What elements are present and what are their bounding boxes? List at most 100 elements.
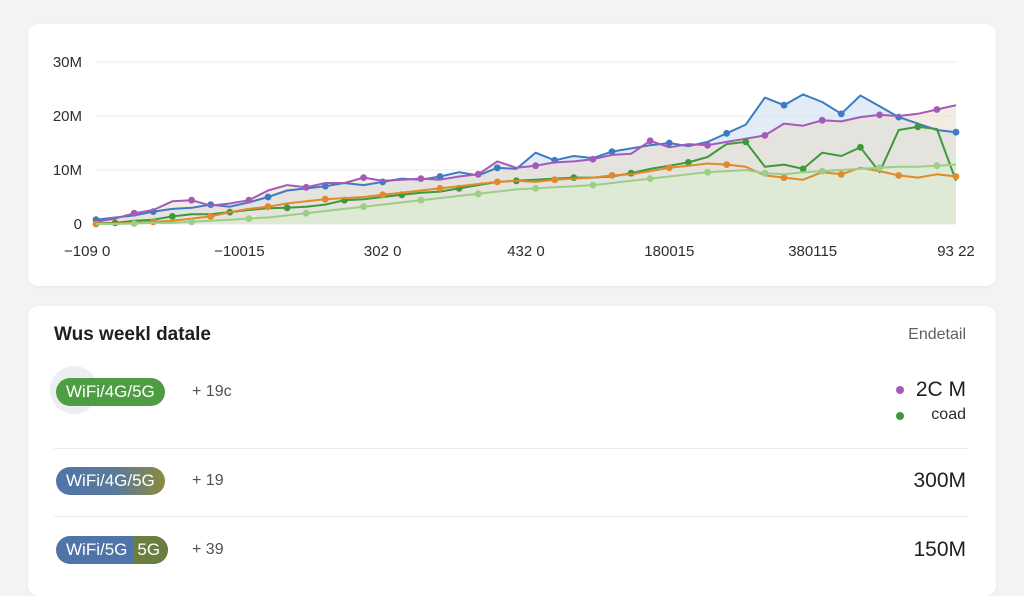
data-point xyxy=(742,138,750,146)
row-divider xyxy=(54,448,968,449)
data-point xyxy=(895,172,903,179)
data-point xyxy=(646,137,654,145)
series-line-orange xyxy=(95,162,957,225)
data-point xyxy=(876,164,883,172)
chart-card: 0 10M 20M 30M −109 0 −10015 302 0 432 0 180015 3… xyxy=(28,24,996,286)
data-point xyxy=(704,168,711,176)
data-point xyxy=(665,139,673,147)
y-tick-label: 10M xyxy=(53,162,82,179)
data-point xyxy=(245,196,253,204)
data-point xyxy=(723,129,731,137)
badge-label: WiFi/5G xyxy=(66,540,128,559)
data-point xyxy=(360,203,367,211)
list-item[interactable]: WiFi/4G/5G + 19с 2С M coad xyxy=(28,362,996,428)
data-point xyxy=(474,170,482,178)
chart-series xyxy=(92,93,960,228)
data-point xyxy=(818,116,826,124)
area-fill xyxy=(96,164,956,224)
row-value: 2С M xyxy=(915,378,966,401)
x-tick-label: −10015 xyxy=(214,243,264,260)
data-point xyxy=(780,101,788,109)
series-line-purple xyxy=(95,104,957,223)
data-point xyxy=(799,165,807,173)
x-tick-label: 302 0 xyxy=(364,243,402,260)
data-point xyxy=(264,193,272,201)
row-divider xyxy=(54,516,968,517)
data-point xyxy=(130,220,138,227)
series-line-light_green xyxy=(96,163,957,225)
x-tick-label: 93 22 xyxy=(937,243,975,260)
data-point xyxy=(837,170,845,178)
data-point xyxy=(608,172,616,179)
data-point xyxy=(608,148,616,155)
data-point xyxy=(532,162,539,170)
data-point xyxy=(436,185,444,192)
data-point xyxy=(685,159,692,166)
data-point xyxy=(933,106,941,113)
data-point xyxy=(589,181,597,189)
row-delta: + 19с xyxy=(192,383,232,400)
network-badge: WiFi/4G/5G xyxy=(56,467,165,495)
row-subtext: coad xyxy=(931,406,966,423)
data-point xyxy=(149,218,157,226)
line-chart[interactable]: 0 10M 20M 30M −109 0 −10015 302 0 432 0 180015 3… xyxy=(28,24,996,286)
data-point xyxy=(761,169,769,177)
data-point xyxy=(379,191,387,199)
network-badge: WiFi/5G 5G xyxy=(56,536,169,564)
data-point xyxy=(704,141,711,149)
x-tick-label: 432 0 xyxy=(507,243,545,260)
data-point xyxy=(532,185,539,192)
purple-dot-icon xyxy=(896,386,904,394)
details-link[interactable]: Endetail xyxy=(908,326,966,343)
list-item[interactable]: WiFi/5G 5G + 39 150M xyxy=(28,518,996,584)
usage-list-card: Wus weekl datale Endetail WiFi/4G/5G + 1… xyxy=(28,306,996,596)
data-point xyxy=(188,196,196,204)
data-point xyxy=(933,162,941,170)
data-point xyxy=(952,173,960,180)
y-axis: 0 10M 20M 30M xyxy=(53,54,82,233)
data-point xyxy=(837,110,845,118)
data-point xyxy=(264,203,272,211)
data-point xyxy=(417,196,425,204)
row-value: 300M xyxy=(913,469,966,492)
data-point xyxy=(646,175,654,183)
data-point xyxy=(665,164,673,172)
y-tick-label: 0 xyxy=(74,216,82,233)
y-tick-label: 30M xyxy=(53,54,82,71)
data-point xyxy=(761,132,769,139)
row-delta: + 39 xyxy=(192,541,224,558)
data-point xyxy=(302,183,310,191)
badge-label-secondary: 5G xyxy=(133,536,169,564)
series-line-blue xyxy=(95,93,957,221)
data-point xyxy=(876,111,883,119)
data-point xyxy=(188,218,196,226)
data-point xyxy=(551,176,559,184)
row-value: 150M xyxy=(913,538,966,561)
data-point xyxy=(474,190,482,198)
data-point xyxy=(169,213,176,220)
data-point xyxy=(417,175,425,183)
list-item[interactable]: WiFi/4G/5G + 19 300M xyxy=(28,450,996,516)
green-dot-icon xyxy=(896,412,904,420)
data-point xyxy=(857,143,864,151)
data-point xyxy=(493,164,501,172)
data-point xyxy=(818,167,826,175)
data-point xyxy=(780,174,788,182)
x-axis: −109 0 −10015 302 0 432 0 180015 380115 93 22 xyxy=(64,243,975,260)
x-tick-label: 380115 xyxy=(788,243,837,260)
data-point xyxy=(283,204,291,212)
data-point xyxy=(245,215,253,223)
data-point xyxy=(321,195,329,203)
data-point xyxy=(321,182,329,190)
x-tick-label: −109 0 xyxy=(64,243,110,260)
network-badge: WiFi/4G/5G xyxy=(56,378,165,406)
data-point xyxy=(723,161,731,169)
data-point xyxy=(130,209,138,217)
list-title: Wus weekl datale xyxy=(54,324,211,345)
data-point xyxy=(589,155,597,163)
data-point xyxy=(914,123,922,131)
data-point xyxy=(493,178,501,186)
data-point xyxy=(207,213,215,220)
row-delta: + 19 xyxy=(192,472,224,489)
data-point xyxy=(436,173,444,180)
